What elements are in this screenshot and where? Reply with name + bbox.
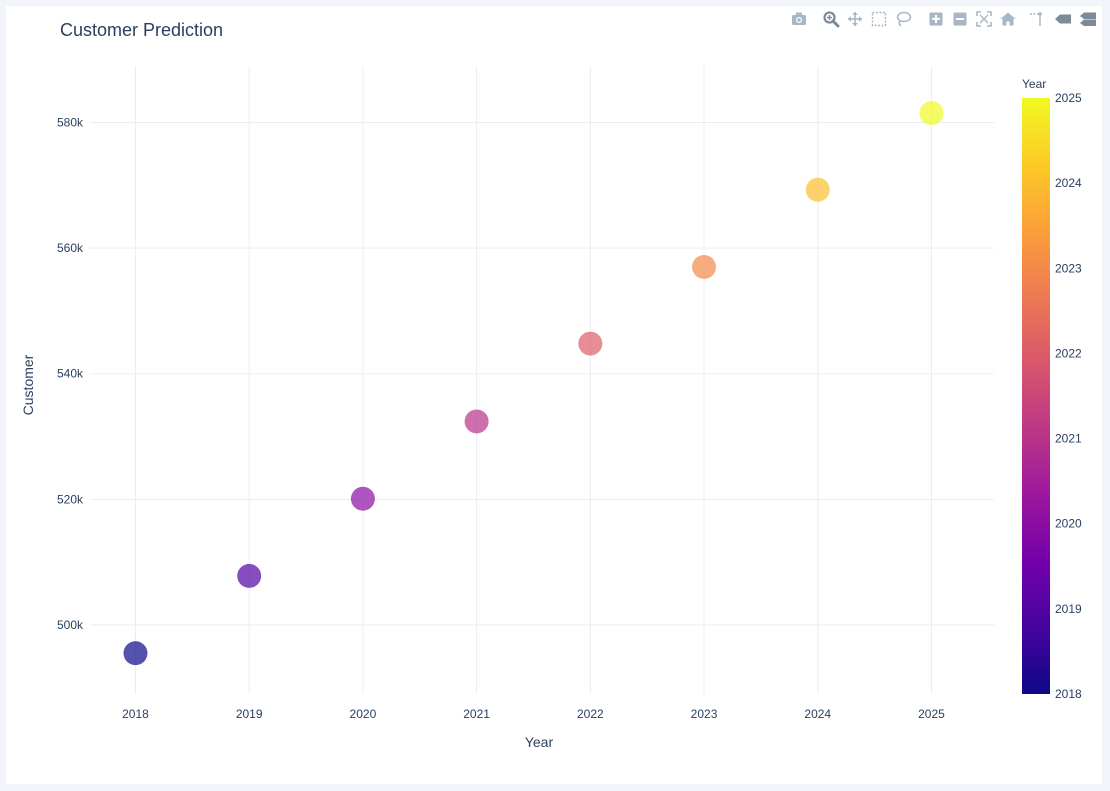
colorbar-title: Year [1022,77,1046,91]
y-axis-ticks: 500k 520k 540k 560k 580k [57,116,84,632]
x-tick-label: 2019 [236,707,263,721]
colorbar: Year 2018 2019 2020 2021 2022 2023 2024 2025 [1022,77,1082,701]
modebar [789,9,1098,29]
y-axis-title: Customer [20,354,36,415]
colorbar-tick-label: 2025 [1055,91,1082,105]
y-tick-label: 500k [57,618,84,632]
colorbar-tick-label: 2023 [1055,261,1082,275]
colorbar-tick-label: 2021 [1055,432,1082,446]
hover-compare-icon[interactable] [1078,9,1098,29]
pan-icon[interactable] [845,9,865,29]
hover-closest-icon[interactable] [1053,9,1073,29]
colorbar-ticks: 2018 2019 2020 2021 2022 2023 2024 2025 [1055,91,1082,701]
x-tick-label: 2022 [577,707,604,721]
spike-lines-icon[interactable] [1026,9,1046,29]
colorbar-gradient [1022,98,1050,694]
x-tick-label: 2018 [122,707,149,721]
y-tick-label: 560k [57,241,84,255]
colorbar-tick-label: 2020 [1055,517,1082,531]
y-tick-label: 580k [57,116,84,130]
chart-title: Customer Prediction [60,20,223,40]
x-tick-label: 2021 [463,707,490,721]
colorbar-tick-label: 2022 [1055,346,1082,360]
scatter-point-2022[interactable] [578,331,603,356]
autoscale-icon[interactable] [974,9,994,29]
reset-axes-icon[interactable] [998,9,1018,29]
scatter-point-2018[interactable] [123,641,148,666]
grid-lines [90,66,994,694]
x-tick-label: 2023 [691,707,718,721]
colorbar-tick-label: 2018 [1055,687,1082,701]
scatter-point-2023[interactable] [692,254,717,279]
colorbar-tick-label: 2024 [1055,176,1082,190]
x-tick-label: 2024 [804,707,831,721]
box-select-icon[interactable] [869,9,889,29]
x-axis-ticks: 2018 2019 2020 2021 2022 2023 2024 2025 [122,707,945,721]
x-axis-title: Year [525,734,554,750]
zoom-in-icon[interactable] [926,9,946,29]
y-tick-label: 540k [57,367,84,381]
zoom-out-icon[interactable] [950,9,970,29]
x-tick-label: 2025 [918,707,945,721]
camera-icon[interactable] [789,9,809,29]
y-tick-label: 520k [57,492,84,506]
chart-container [6,6,1102,784]
scatter-point-2021[interactable] [464,409,489,434]
scatter-point-2024[interactable] [805,177,830,202]
x-tick-label: 2020 [350,707,377,721]
colorbar-tick-label: 2019 [1055,602,1082,616]
data-points[interactable] [123,101,944,666]
scatter-point-2019[interactable] [237,563,262,588]
zoom-icon[interactable] [821,9,841,29]
scatter-point-2025[interactable] [919,101,944,126]
lasso-select-icon[interactable] [893,9,913,29]
scatter-point-2020[interactable] [350,486,375,511]
